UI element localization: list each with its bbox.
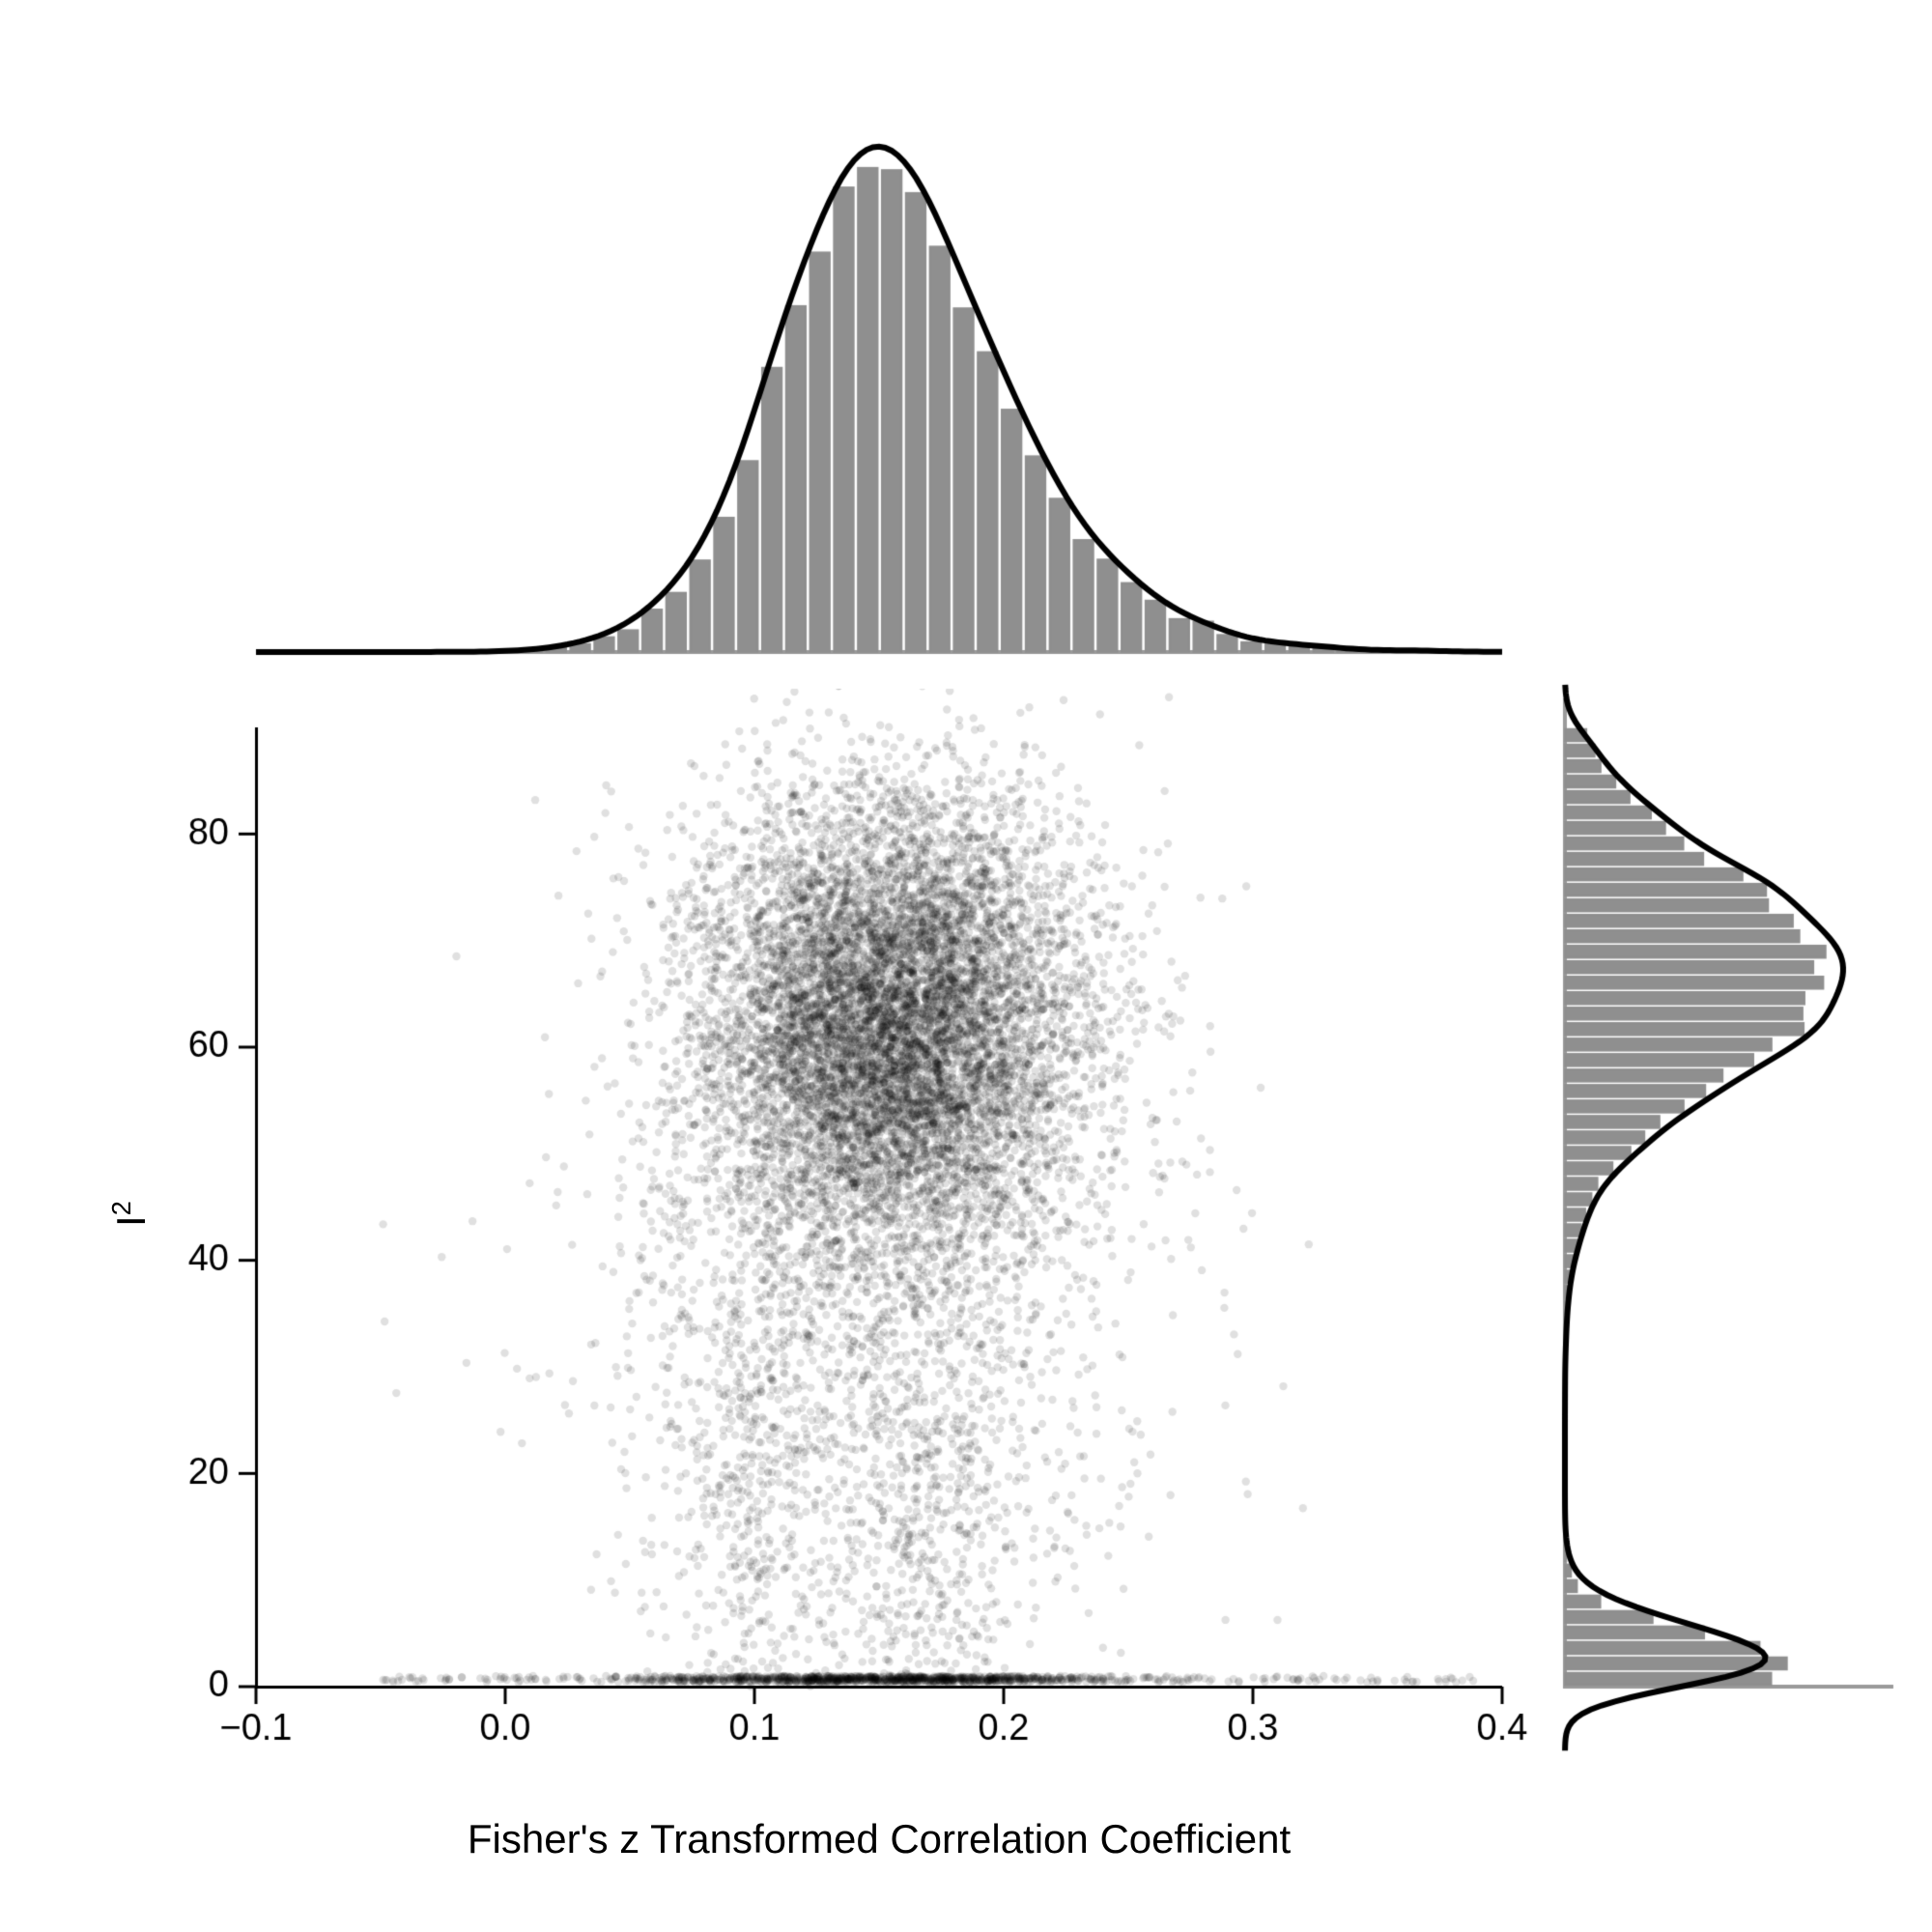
y-axis-label: I2 [106,1188,155,1227]
figure-container: Fisher's z Transformed Correlation Coeff… [0,0,1932,1932]
plot-canvas [0,0,1932,1932]
x-axis-label: Fisher's z Transformed Correlation Coeff… [0,1816,1758,1862]
